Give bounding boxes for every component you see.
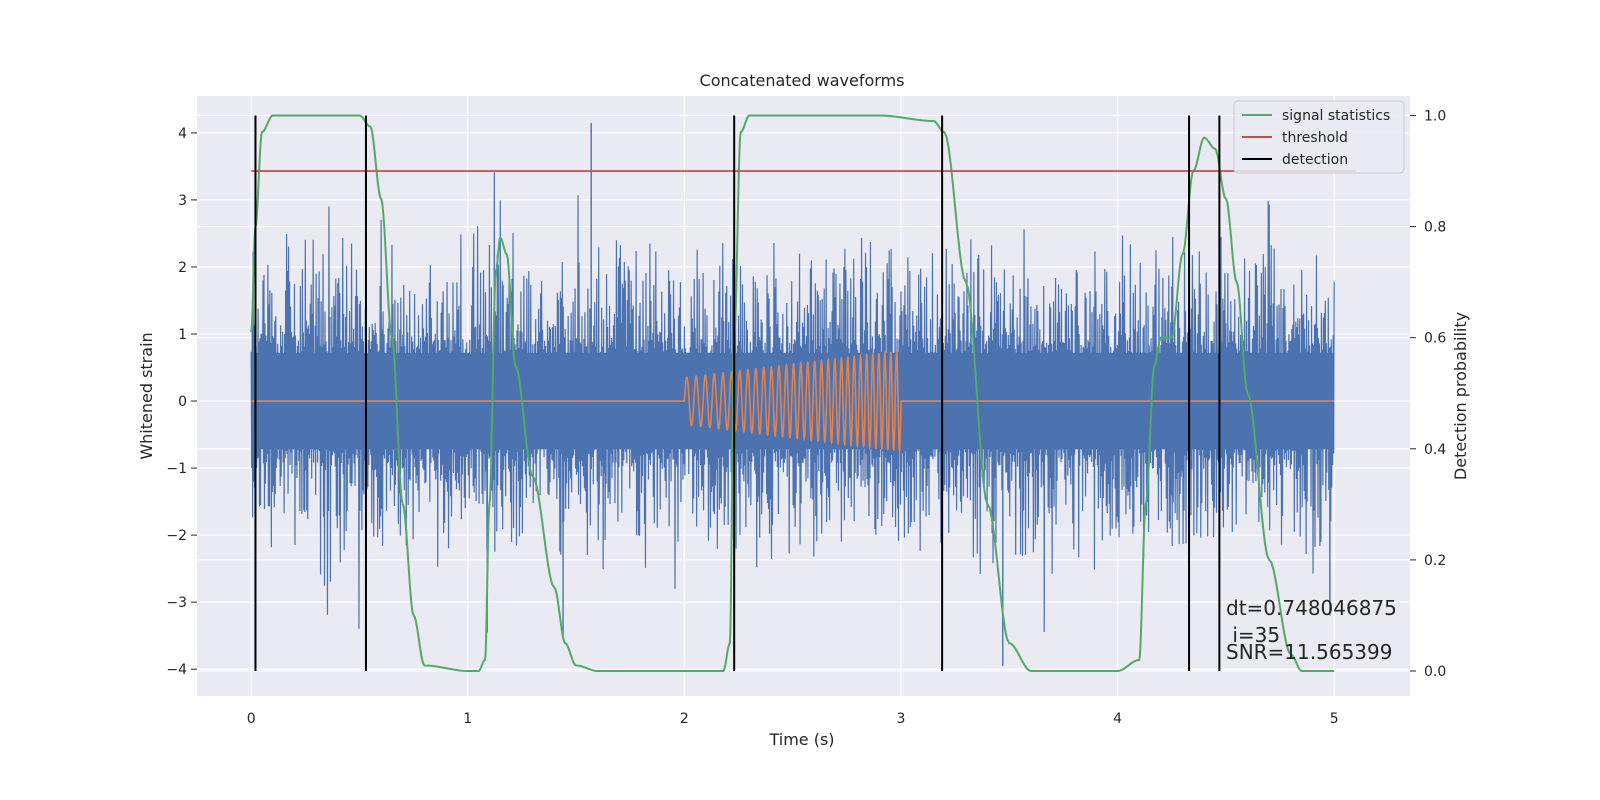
y2-tick-label: 0.6 <box>1424 331 1446 347</box>
legend: signal statistics threshold detection <box>1233 100 1405 174</box>
x-axis-label: Time (s) <box>768 730 834 749</box>
y-tick-label: 4 <box>178 126 187 142</box>
plot-content <box>250 114 1356 672</box>
x-axis: 0 1 2 3 4 5 <box>247 711 1339 727</box>
strain-noise-line <box>250 172 1335 633</box>
y-tick-label: 3 <box>178 193 187 209</box>
y-tick-label: −4 <box>166 662 187 678</box>
annotation-text: SNR=11.565399 <box>1226 640 1392 664</box>
annotation-text: dt=0.748046875 <box>1226 596 1397 620</box>
y-axis-left: −4 −3 −2 −1 0 1 2 3 4 <box>166 126 197 678</box>
y-tick-label: 1 <box>178 327 187 343</box>
y-axis-label: Whitened strain <box>137 332 156 459</box>
x-tick-label: 0 <box>247 711 256 727</box>
y2-tick-label: 1.0 <box>1424 108 1446 124</box>
legend-label: detection <box>1282 152 1348 168</box>
legend-label: threshold <box>1282 130 1348 146</box>
y-tick-label: −3 <box>166 595 187 611</box>
template-waveform-line <box>251 349 1335 454</box>
x-tick-label: 4 <box>1113 711 1122 727</box>
y-tick-label: 2 <box>178 260 187 276</box>
chart-title: Concatenated waveforms <box>700 71 905 90</box>
y-tick-label: 0 <box>178 394 187 410</box>
x-tick-label: 1 <box>463 711 472 727</box>
y2-axis-label: Detection probability <box>1451 312 1470 480</box>
y-tick-label: −1 <box>166 461 187 477</box>
y2-tick-label: 0.2 <box>1424 553 1446 569</box>
legend-label: signal statistics <box>1282 108 1390 124</box>
y2-tick-label: 0.4 <box>1424 442 1446 458</box>
y2-tick-label: 0.8 <box>1424 220 1446 236</box>
x-tick-label: 5 <box>1330 711 1339 727</box>
x-tick-label: 3 <box>897 711 906 727</box>
annotation-text: i=35 <box>1226 623 1280 647</box>
y2-tick-label: 0.0 <box>1424 664 1446 680</box>
legend-box <box>1233 100 1405 174</box>
x-tick-label: 2 <box>680 711 689 727</box>
y-axis-right: 0.0 0.2 0.4 0.6 0.8 1.0 <box>1410 108 1446 680</box>
y-tick-label: −2 <box>166 528 187 544</box>
